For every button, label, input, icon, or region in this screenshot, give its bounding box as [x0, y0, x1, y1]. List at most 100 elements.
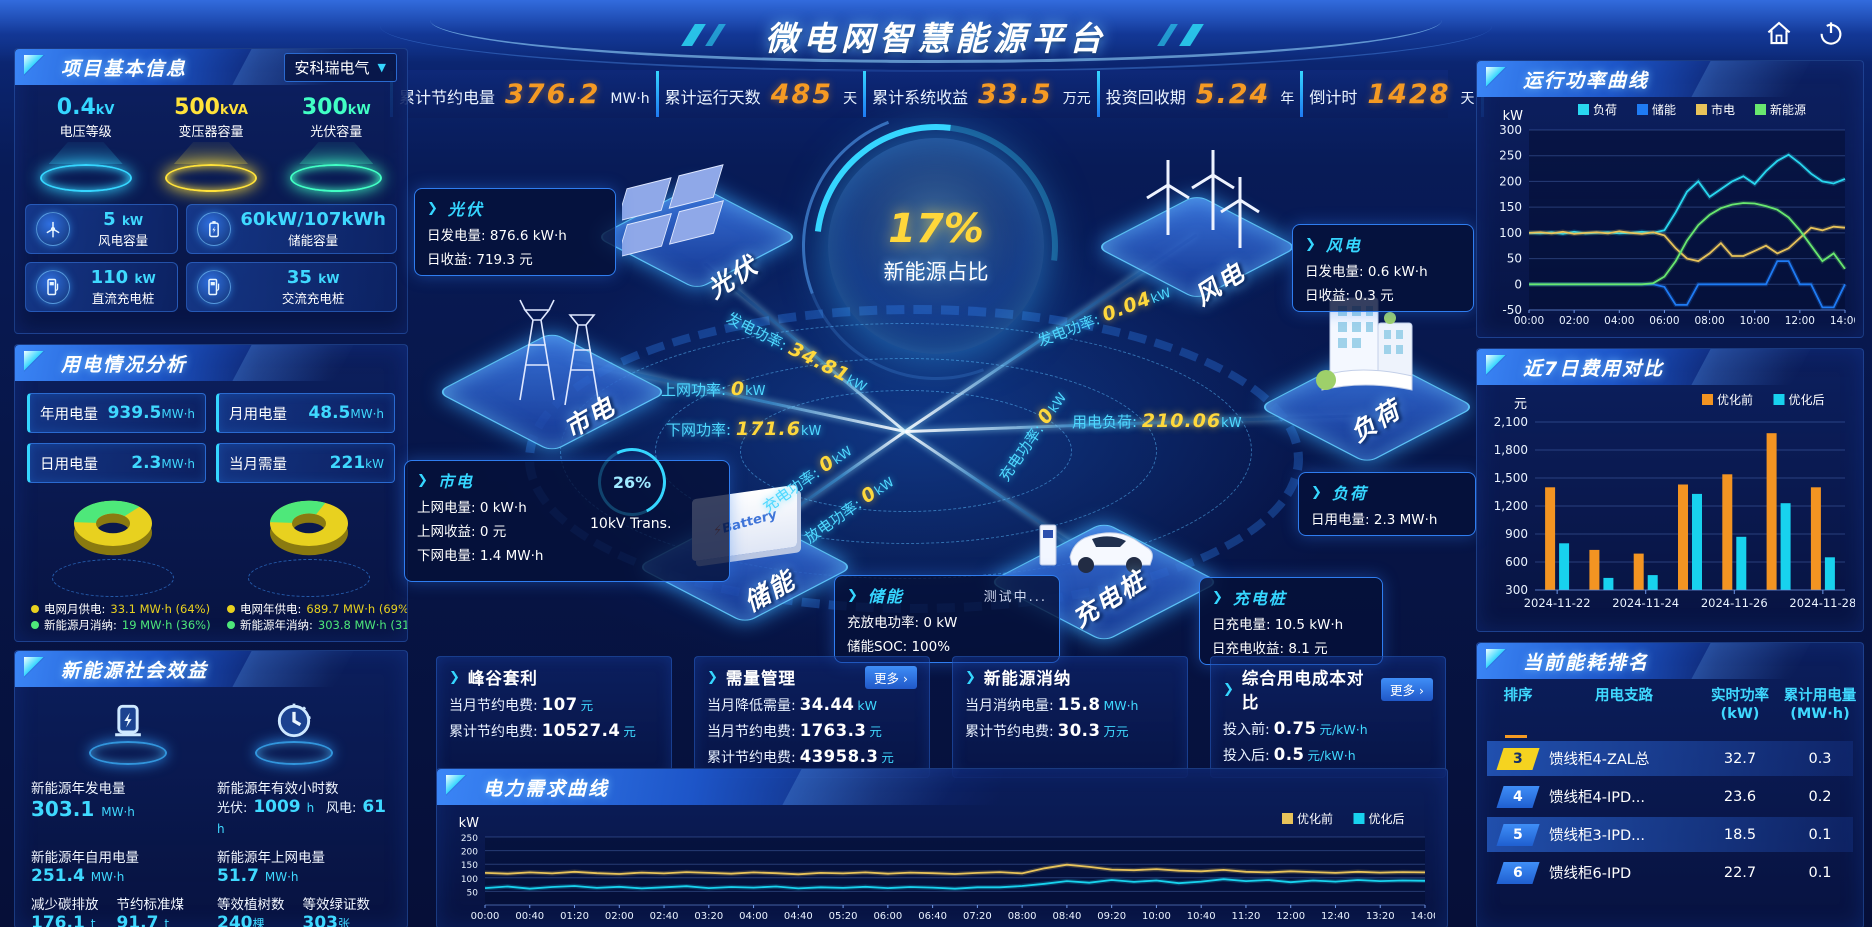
- legend-dot: [31, 621, 39, 629]
- legend-value: 689.7 MW·h (69%): [306, 602, 408, 616]
- svg-text:200: 200: [1499, 174, 1522, 188]
- svg-text:1,200: 1,200: [1494, 499, 1528, 513]
- monthly-supply-donut: 电网月供电: 33.1 MW·h (64%) 新能源月消纳: 19 MW·h (3…: [23, 489, 211, 633]
- svg-text:06:00: 06:00: [1649, 315, 1679, 327]
- ac-charger-icon: [197, 270, 232, 304]
- svg-text:100: 100: [1499, 226, 1522, 240]
- benefit-card-header: ❯ 综合用电成本对比 更多 ›: [1223, 665, 1433, 713]
- svg-text:05:20: 05:20: [829, 911, 858, 922]
- more-button[interactable]: 更多 ›: [865, 665, 917, 689]
- summary-stat: 累计系统收益 33.5 万元: [866, 79, 1097, 110]
- load-info-card: ❯ 负荷 日用电量: 2.3 MW·h: [1298, 472, 1476, 536]
- total-energy: 0.1: [1808, 826, 1832, 843]
- metric-row: 当月节约电费: 107 元: [449, 695, 594, 714]
- platform-ring: [740, 390, 1072, 512]
- legend-dot: [227, 605, 235, 613]
- panel-title: 当前能耗排名: [1523, 651, 1650, 674]
- capacity-label: 直流充电桩: [91, 291, 155, 306]
- rank-cell: 3: [1487, 747, 1549, 770]
- svg-text:250: 250: [461, 834, 478, 844]
- capacity-card: 110 kW 直流充电桩: [25, 262, 179, 312]
- yearly-supply-donut-chart: [270, 500, 348, 556]
- gauge-light-cone: [173, 142, 248, 164]
- svg-text:11:20: 11:20: [1232, 911, 1261, 922]
- usage-stat: 月用电量 48.5MW·h: [216, 393, 395, 433]
- svg-text:600: 600: [1505, 555, 1528, 569]
- svg-text:0: 0: [1514, 277, 1522, 291]
- benefit-cards-row: ❯ 峰谷套利 当月节约电费: 107 元累计节约电费: 10527.4 元 ❯ 需量管理 更多 ›…: [436, 656, 1446, 778]
- legend-label: 新能源月消纳:: [44, 618, 117, 632]
- svg-text:10:40: 10:40: [1187, 911, 1216, 922]
- column-header: 实时功率 (kW): [1711, 688, 1769, 723]
- usage-stat-label: 日用电量: [40, 456, 98, 473]
- capacity-label: 风电容量: [98, 233, 149, 248]
- capacity-gauge: 500kVA 变压器容量: [156, 95, 266, 192]
- rank-badge: 3: [1496, 747, 1540, 770]
- summary-stat: 投资回收期 5.24 年: [1100, 79, 1301, 110]
- cost-compare-chart: 元 2,100 1,800 1,500 1,200 900 600 3002024-11-22…: [1494, 392, 1857, 610]
- legend-value: 303.8 MW·h (31%): [317, 618, 407, 632]
- panel-title: 新能源社会效益: [61, 659, 209, 682]
- svg-text:08:40: 08:40: [1052, 911, 1081, 922]
- svg-text:300: 300: [1499, 123, 1522, 137]
- wind-turbine-icon: [36, 212, 70, 246]
- benefit-card-title: 新能源消纳: [983, 669, 1072, 688]
- summary-stat: 倒计时 1428 天: [1303, 79, 1480, 110]
- metric-row: 当月降低需量: 34.44 kW: [707, 695, 878, 714]
- company-select[interactable]: 安科瑞电气 ▼: [283, 52, 397, 82]
- capacity-value: 110 kW: [90, 267, 156, 288]
- panel-title: 近7日费用对比: [1523, 357, 1665, 380]
- panel-run-power: 运行功率曲线 kW 300 250 200 150 100 50 0 -50 00:00 02:00…: [1476, 60, 1864, 338]
- svg-text:00:00: 00:00: [1514, 315, 1544, 327]
- metric-row: 投入前: 0.75 元/kW·h: [1223, 719, 1368, 738]
- dc-charger-icon: [36, 270, 70, 304]
- benefit-card-header: ❯ 新能源消纳: [965, 665, 1175, 689]
- power-icon[interactable]: [1816, 18, 1846, 48]
- flow-load-power: 用电负荷: 210.06kW: [1072, 410, 1242, 432]
- donut-legend-item: 电网年供电: 689.7 MW·h (69%): [227, 601, 407, 617]
- capacity-gauge: 300kW 光伏容量: [281, 95, 391, 192]
- new-energy-ratio-value: 17%: [888, 206, 984, 252]
- realtime-power: 32.7: [1723, 750, 1757, 767]
- panel-title: 用电情况分析: [61, 353, 188, 376]
- usage-stat-label: 年用电量: [40, 406, 98, 423]
- svg-text:元: 元: [1514, 397, 1527, 412]
- svg-text:900: 900: [1505, 527, 1528, 541]
- company-select-value: 安科瑞电气: [294, 58, 370, 77]
- legend-dot: [227, 621, 235, 629]
- divider: [655, 71, 659, 117]
- svg-text:300: 300: [1505, 583, 1528, 597]
- stat-value: 33.5: [978, 78, 1053, 110]
- metric-row: 累计节约电费: 43958.3 元: [707, 747, 894, 766]
- panel-title: 项目基本信息: [61, 57, 188, 80]
- svg-text:07:20: 07:20: [963, 911, 992, 922]
- legend-dot: [31, 605, 39, 613]
- supply-donuts: 电网月供电: 33.1 MW·h (64%) 新能源月消纳: 19 MW·h (3…: [15, 483, 407, 633]
- donut-legend-item: 新能源月消纳: 19 MW·h (36%): [31, 617, 211, 633]
- benefit-card-header: ❯ 需量管理 更多 ›: [707, 665, 917, 689]
- arrow-icon: ❯: [1223, 681, 1234, 697]
- divider: [1300, 71, 1304, 117]
- table-row[interactable]: 4 馈线柜4-IPD... 23.6 0.2: [1487, 779, 1853, 814]
- column-header: 累计用电量 (MW·h): [1783, 688, 1857, 723]
- benefit-generation: 新能源年发电量 303.1 MW·h: [31, 781, 135, 821]
- usage-stat-label: 当月需量: [229, 456, 287, 473]
- capacity-card-text: 60kW/107kWh 储能容量: [240, 209, 386, 249]
- capacity-cards: 5 kW 风电容量 60kW/107kWh 储能容量 110 kW 直流充电桩 35 kW 交…: [15, 194, 407, 312]
- svg-text:14:00: 14:00: [1830, 315, 1855, 327]
- column-header: 用电支路: [1595, 688, 1653, 704]
- svg-text:优化前: 优化前: [1297, 811, 1333, 826]
- svg-text:1,500: 1,500: [1494, 471, 1528, 485]
- table-row[interactable]: 3 馈线柜4-ZAL总 32.7 0.3: [1487, 741, 1853, 777]
- table-header: 排序 用电支路 实时功率 (kW) 累计用电量 (MW·h): [1487, 681, 1857, 727]
- more-button[interactable]: 更多 ›: [1381, 677, 1433, 701]
- stat-label: 累计节约电量: [399, 87, 496, 107]
- table-row[interactable]: 6 馈线柜6-IPD 22.7 0.1: [1487, 855, 1853, 890]
- benefit-card-header: ❯ 峰谷套利: [449, 665, 659, 689]
- table-row[interactable]: 5 馈线柜3-IPD... 18.5 0.1: [1487, 817, 1853, 853]
- home-icon[interactable]: [1764, 18, 1794, 48]
- gauge-ring: [290, 164, 383, 192]
- usage-stat-value: 939.5MW·h: [107, 403, 195, 423]
- panel-title: 电力需求曲线: [483, 777, 610, 800]
- total-energy: 0.3: [1808, 750, 1832, 767]
